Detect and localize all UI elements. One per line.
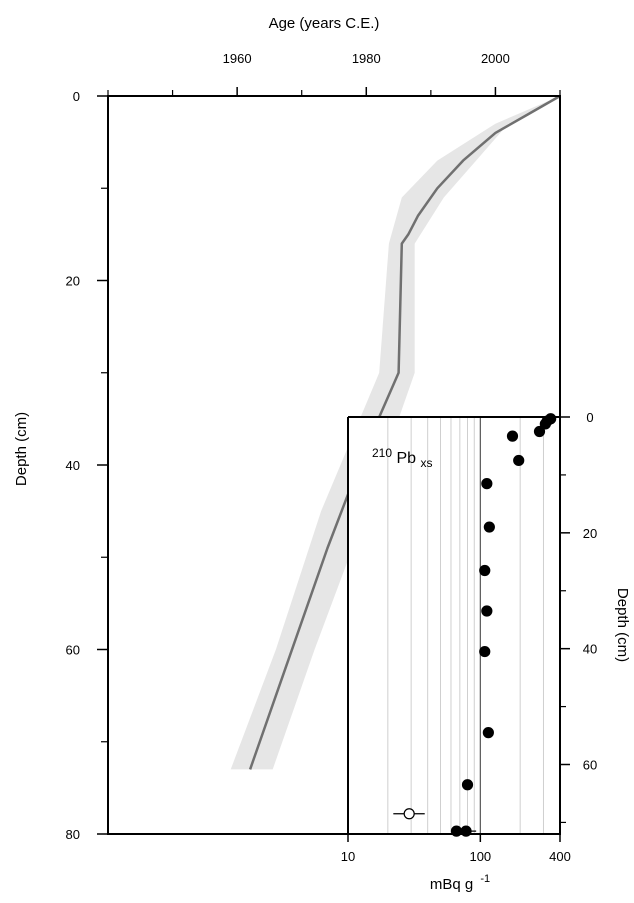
y-tick-label: 40 [66,458,80,473]
inset-y-tick-label: 20 [583,526,597,541]
inset-axes: 10 100 400 0 20 40 60 [341,410,597,864]
x-tick-label: 1960 [223,51,252,66]
inset-title-element: Pb [396,450,416,467]
inset-x-axis-title: mBq g -1 [430,873,490,893]
inset-title-mass-number: 210 [372,446,392,460]
y-tick-label: 0 [73,89,80,104]
inset-x-tick-label: 100 [469,849,491,864]
x-tick-label: 2000 [481,51,510,66]
inset-data-point [483,521,495,533]
inset-data-point [482,727,494,739]
inset-y-tick-label: 0 [586,410,593,425]
inset-data-point [479,564,491,577]
inset-data-point [479,645,491,658]
model-line-layer [248,94,561,770]
uncertainty-band-layer [230,96,560,770]
x-axis-title: Age (years C.E.) [269,15,380,32]
inset-title-subscript: xs [421,456,433,470]
inset-grid [387,417,544,834]
pb210-inset-chart: 10 100 400 0 20 40 60 210 Pb xs mBq g -1 Depth… [341,410,631,893]
inset-data-point [513,454,525,467]
x-tick-label: 1980 [352,51,381,66]
inset-title: 210 Pb xs [372,444,433,470]
y-axis-title: Depth (cm) [13,412,30,486]
age-depth-line [248,94,561,770]
inset-points-layer [393,413,557,837]
y-tick-label: 60 [66,643,80,658]
inset-data-point [506,430,519,442]
inset-y-tick-label: 40 [583,642,597,657]
inset-x-tick-label: 10 [341,849,355,864]
age-depth-chart: 1960 1980 2000 0 20 40 60 80 Age (years C.E.) D… [13,15,561,842]
uncertainty-band [230,96,560,770]
inset-x-axis-title-unit: mBq g [430,876,473,893]
inset-open-data-point [403,808,415,820]
y-tick-label: 80 [66,827,80,842]
main-axes: 1960 1980 2000 0 20 40 60 80 [66,51,561,842]
inset-data-point [481,478,493,490]
inset-x-axis-title-exponent: -1 [480,873,490,885]
inset-x-tick-label: 400 [549,849,571,864]
inset-background [348,417,560,834]
inset-data-point [533,425,546,438]
inset-y-tick-label: 60 [583,758,597,773]
inset-data-point [461,779,474,791]
y-tick-label: 20 [66,274,80,289]
inset-data-point [481,605,493,617]
inset-data-point [539,418,551,430]
inset-y-axis-title: Depth (cm) [614,588,631,662]
